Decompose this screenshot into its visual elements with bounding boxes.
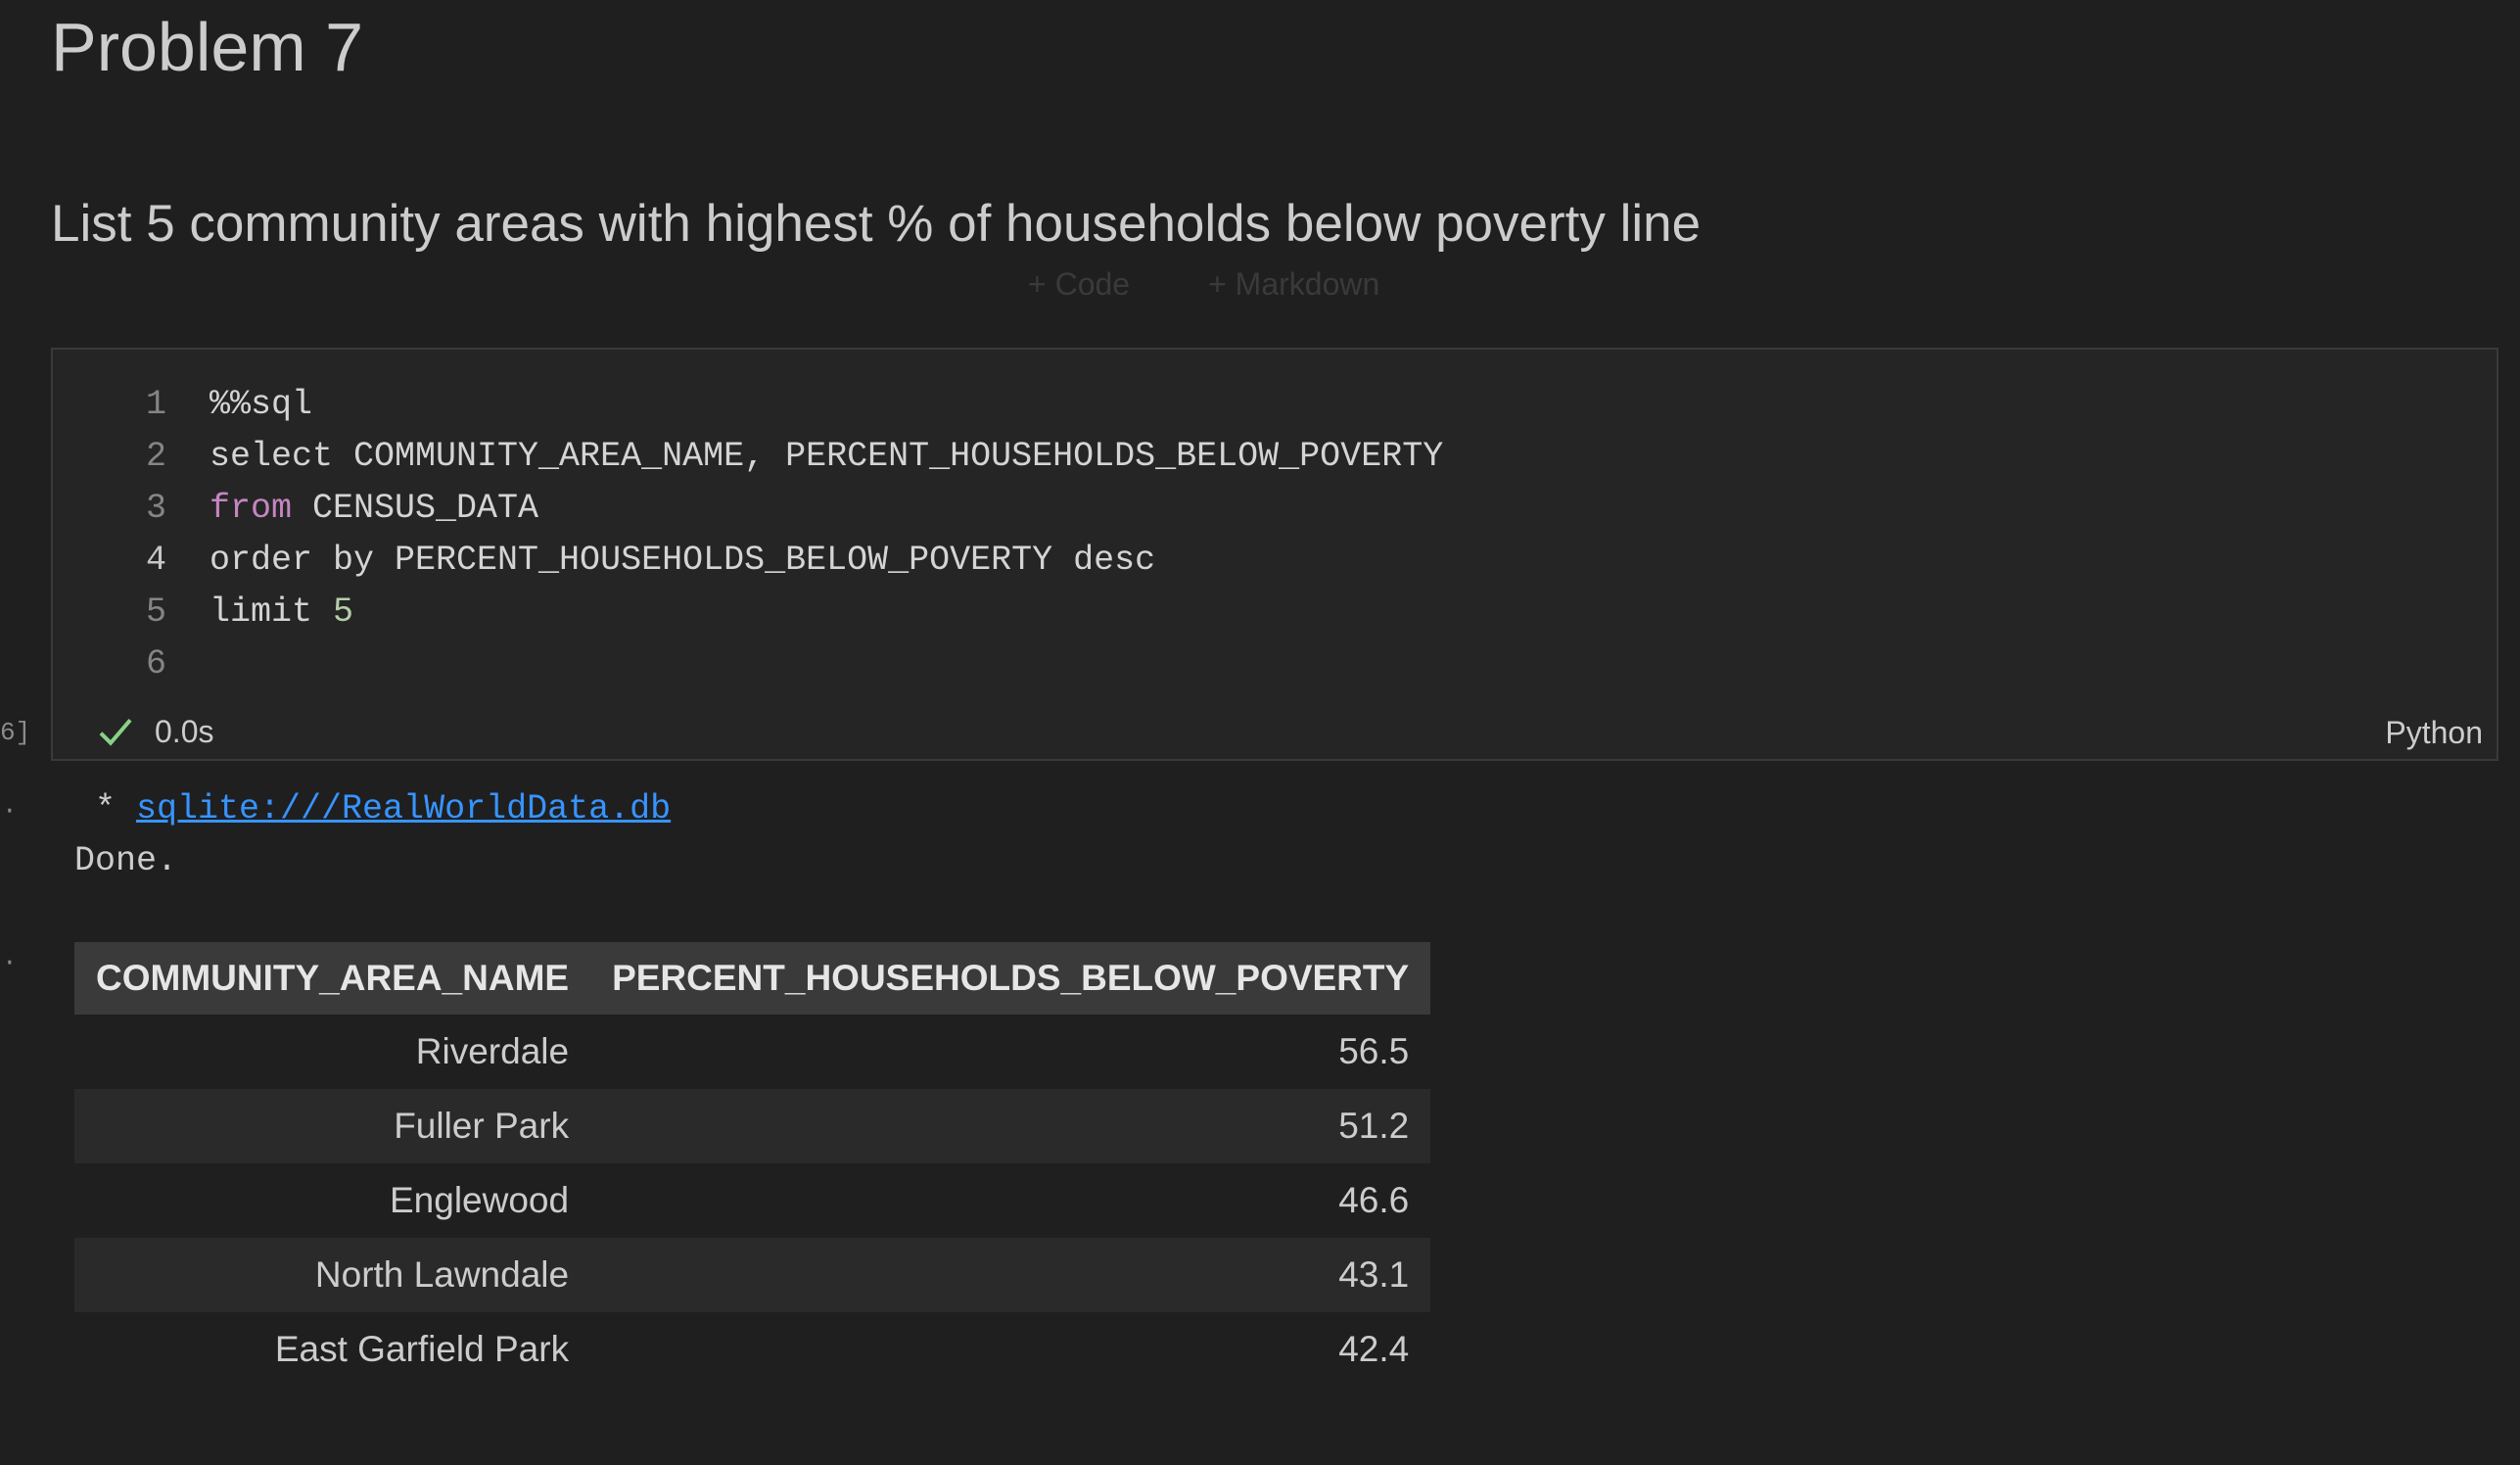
add-code-cell-button[interactable]: + Code	[1028, 266, 1131, 302]
check-icon	[99, 719, 132, 746]
code-line: 5 limit 5	[53, 587, 1443, 638]
code-line: 1 %%sql	[53, 379, 1443, 431]
code-line: 3 from CENSUS_DATA	[53, 483, 1443, 535]
execution-duration: 0.0s	[155, 713, 214, 749]
table-cell: 43.1	[590, 1238, 1431, 1312]
add-markdown-cell-button[interactable]: + Markdown	[1208, 266, 1380, 302]
code-text: select COMMUNITY_AREA_NAME, PERCENT_HOUS…	[210, 437, 1444, 476]
table-row: Fuller Park 51.2	[74, 1089, 1431, 1163]
output-gutter-dot: ·	[2, 796, 18, 826]
code-line: 6	[53, 638, 1443, 690]
add-cell-toolbar: + Code + Markdown	[1028, 266, 1379, 303]
code-editor[interactable]: 1 %%sql 2 select COMMUNITY_AREA_NAME, PE…	[53, 379, 1443, 690]
code-cell[interactable]: 1 %%sql 2 select COMMUNITY_AREA_NAME, PE…	[51, 348, 2498, 761]
cell-execution-status: 0.0s	[96, 712, 213, 751]
column-header: PERCENT_HOUSEHOLDS_BELOW_POVERTY	[590, 942, 1431, 1015]
line-number: 5	[145, 592, 166, 632]
result-table: COMMUNITY_AREA_NAME PERCENT_HOUSEHOLDS_B…	[74, 942, 1431, 1387]
table-cell: East Garfield Park	[274, 1329, 570, 1369]
execution-count: 6]	[0, 718, 31, 747]
connection-link[interactable]: sqlite:///RealWorldData.db	[136, 789, 672, 828]
output-gutter-dot: ·	[2, 948, 18, 977]
line-number: 6	[145, 644, 166, 684]
table-cell: 46.6	[1338, 1180, 1410, 1220]
code-text: order by PERCENT_HOUSEHOLDS_BELOW_POVERT…	[210, 541, 1156, 580]
code-keyword: from	[210, 489, 293, 528]
table-cell: North Lawndale	[74, 1238, 591, 1312]
table-cell: 56.5	[1338, 1031, 1410, 1071]
code-line: 4 order by PERCENT_HOUSEHOLDS_BELOW_POVE…	[53, 535, 1443, 587]
code-text: %%sql	[210, 385, 313, 424]
line-number: 3	[145, 489, 166, 528]
table-row: North Lawndale 43.1	[74, 1238, 1431, 1312]
table-row: Riverdale 56.5	[74, 1015, 1430, 1089]
line-number: 4	[145, 541, 166, 580]
table-row: East Garfield Park 42.4	[74, 1312, 1430, 1387]
table-cell: 42.4	[1338, 1329, 1410, 1369]
code-text: CENSUS_DATA	[292, 489, 539, 528]
code-text: limit	[210, 592, 334, 632]
table-cell: 51.2	[590, 1089, 1431, 1163]
connection-prefix: *	[74, 789, 137, 828]
cell-output: * sqlite:///RealWorldData.db Done.	[74, 783, 671, 887]
table-header-row: COMMUNITY_AREA_NAME PERCENT_HOUSEHOLDS_B…	[74, 942, 1431, 1015]
line-number: 1	[145, 385, 166, 424]
done-text: Done.	[74, 841, 178, 880]
kernel-language-button[interactable]: Python	[2385, 715, 2483, 750]
line-number: 2	[145, 437, 166, 476]
code-number: 5	[333, 592, 354, 632]
table-cell: Riverdale	[415, 1031, 570, 1071]
markdown-paragraph: List 5 community areas with highest % of…	[51, 195, 1702, 253]
column-header: COMMUNITY_AREA_NAME	[74, 942, 591, 1015]
code-line: 2 select COMMUNITY_AREA_NAME, PERCENT_HO…	[53, 431, 1443, 483]
table-row: Englewood 46.6	[74, 1163, 1430, 1238]
table-cell: Englewood	[389, 1180, 570, 1220]
connection-line: * sqlite:///RealWorldData.db	[74, 783, 671, 835]
markdown-heading: Problem 7	[51, 9, 364, 85]
table-cell: Fuller Park	[74, 1089, 591, 1163]
